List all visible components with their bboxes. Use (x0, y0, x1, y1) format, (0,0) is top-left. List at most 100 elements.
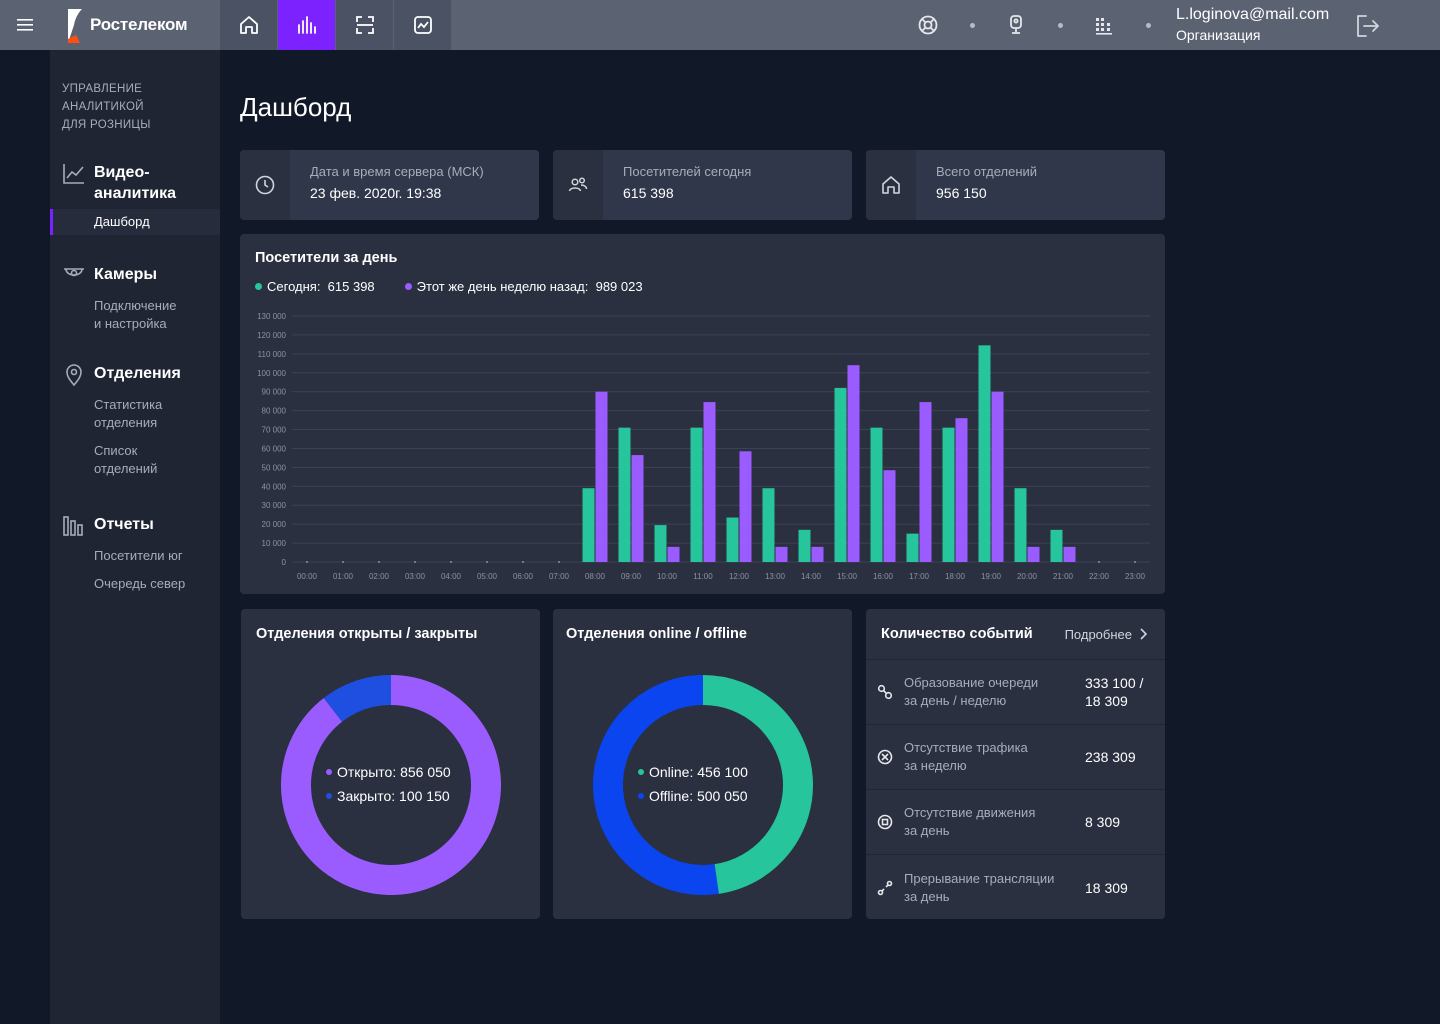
bar-week-ago[interactable] (1063, 546, 1076, 562)
bar-week-ago[interactable] (955, 418, 968, 562)
sidebar-section-title: Отчеты (94, 516, 154, 533)
bar-today[interactable] (654, 525, 667, 562)
logout-icon (1357, 15, 1379, 37)
logout-button[interactable] (1354, 12, 1382, 40)
event-row-broken-stream[interactable]: Прерывание трансляции за день 18 309 (866, 855, 1165, 919)
event-value: 18 309 (1085, 879, 1128, 896)
sidebar-item-dashboard[interactable]: Дашборд (50, 209, 220, 235)
cameras-button[interactable] (1000, 9, 1032, 41)
bar-week-ago[interactable] (631, 455, 644, 562)
x-tick-label: 00:00 (297, 572, 318, 581)
x-tick-label: 06:00 (513, 572, 534, 581)
bar-today[interactable] (978, 345, 991, 562)
support-button[interactable] (912, 9, 944, 41)
bar-week-ago[interactable] (595, 391, 608, 562)
home-icon (239, 16, 258, 34)
x-tick-label: 11:00 (693, 572, 713, 581)
nav-trends[interactable] (394, 0, 452, 50)
bar-today[interactable] (1014, 488, 1027, 562)
stat-value: 615 398 (623, 185, 674, 201)
events-title: Количество событий (881, 626, 1033, 642)
zero-marker (1098, 561, 1100, 563)
bar-week-ago[interactable] (919, 402, 932, 562)
bar-today[interactable] (582, 488, 595, 562)
donut-slice-закрыто[interactable] (323, 675, 392, 723)
legend-item-week-ago[interactable]: Этот же день неделю назад: 989 023 (404, 279, 643, 294)
sidebar-item-reports[interactable]: Отчеты (50, 514, 220, 538)
separator-dot (944, 22, 1000, 28)
bar-today[interactable] (726, 517, 739, 562)
bar-week-ago[interactable] (703, 402, 716, 562)
donut-legend: Online: 456 100 Offline: 500 050 (638, 764, 748, 812)
no-traffic-icon (877, 749, 893, 765)
sidebar-item-branch-stats[interactable]: Статистика отделения (94, 397, 163, 430)
event-row-no-motion[interactable]: Отсутствие движения за день 8 309 (866, 790, 1165, 855)
location-pin-icon (66, 364, 82, 387)
nav-scan[interactable] (336, 0, 394, 50)
bar-today[interactable] (690, 427, 703, 562)
sidebar-item-branches[interactable]: Отделения (50, 363, 220, 387)
zero-marker (486, 561, 488, 563)
bar-week-ago[interactable] (1027, 546, 1040, 562)
sidebar: УПРАВЛЕНИЕ АНАЛИТИКОЙ ДЛЯ РОЗНИЦЫ Видео-… (50, 50, 220, 1024)
sidebar-item-report-south[interactable]: Посетители юг (94, 548, 183, 563)
sidebar-item-report-north[interactable]: Очередь север (94, 576, 186, 591)
bar-today[interactable] (798, 529, 811, 562)
bar-week-ago[interactable] (775, 546, 788, 562)
event-label: Образование очереди за день / неделю (904, 675, 1039, 708)
logo-icon (68, 9, 82, 43)
bar-today[interactable] (1050, 529, 1063, 562)
bar-week-ago[interactable] (739, 451, 752, 562)
bar-today[interactable] (906, 533, 919, 562)
donut-slice-offline[interactable] (593, 675, 719, 895)
nav-home[interactable] (220, 0, 278, 50)
sidebar-item-camera-setup[interactable]: Подключение и настройка (94, 298, 177, 331)
bar-week-ago[interactable] (667, 546, 680, 562)
bar-today[interactable] (834, 387, 847, 562)
zero-marker (306, 561, 308, 563)
broken-stream-icon (877, 880, 893, 895)
zero-marker (414, 561, 416, 563)
visitors-chart-card: 0 10 000 20 000 30 000 40 000 50 000 60 000 70 … (240, 234, 1165, 594)
webcam-icon (1010, 15, 1022, 34)
brand-name: Ростелеком (90, 15, 188, 34)
bar-week-ago[interactable] (883, 470, 896, 562)
x-tick-label: 22:00 (1089, 572, 1110, 581)
bar-today[interactable] (618, 427, 631, 562)
separator-dot (1032, 22, 1088, 28)
brand-logo[interactable]: Ростелеком (50, 0, 220, 50)
bar-today[interactable] (870, 427, 883, 562)
y-tick-label: 50 000 (262, 463, 287, 472)
event-row-no-traffic[interactable]: Отсутствие трафика за неделю 238 309 (866, 725, 1165, 790)
zero-marker (378, 561, 380, 563)
legend-dot (255, 283, 262, 290)
more-link[interactable]: Подробнее (1065, 627, 1150, 642)
y-tick-label: 60 000 (262, 444, 287, 453)
x-tick-label: 13:00 (765, 572, 786, 581)
bar-today[interactable] (762, 488, 775, 562)
x-tick-label: 20:00 (1017, 572, 1038, 581)
legend-item-today[interactable]: Сегодня: 615 398 (255, 279, 375, 294)
sidebar-item-cameras[interactable]: Камеры (50, 264, 220, 288)
y-tick-label: 90 000 (262, 388, 287, 397)
lifebuoy-icon (918, 15, 938, 35)
legend-item-closed: Закрыто: 100 150 (326, 788, 451, 804)
hamburger-icon (17, 19, 33, 31)
bar-today[interactable] (942, 427, 955, 562)
no-motion-icon (877, 814, 893, 830)
bar-week-ago[interactable] (991, 391, 1004, 562)
zero-marker (1134, 561, 1136, 563)
buildings-button[interactable] (1088, 9, 1120, 41)
sidebar-item-video-analytics[interactable]: Видео-аналитика (50, 162, 220, 204)
nav-analytics[interactable] (278, 0, 336, 50)
user-info[interactable]: L.loginova@mail.com Организация (1176, 6, 1329, 43)
event-label: Прерывание трансляции за день (904, 870, 1055, 904)
chevron-right-icon (1140, 628, 1148, 640)
bar-week-ago[interactable] (811, 546, 824, 562)
sidebar-item-branch-list[interactable]: Список отделений (94, 443, 158, 476)
donut-slice-открыто[interactable] (281, 675, 501, 895)
donut-slice-online[interactable] (702, 675, 813, 894)
menu-button[interactable] (0, 0, 50, 50)
event-row-queue[interactable]: Образование очереди за день / неделю 333 … (866, 660, 1165, 725)
bar-week-ago[interactable] (847, 365, 860, 562)
